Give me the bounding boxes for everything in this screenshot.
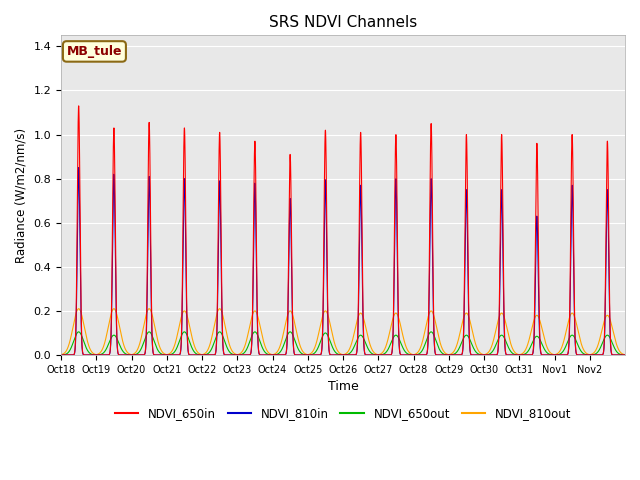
NDVI_810in: [506, 352, 513, 358]
NDVI_810in: [57, 352, 65, 358]
NDVI_650in: [57, 352, 65, 358]
NDVI_810in: [75, 165, 83, 170]
NDVI_810out: [75, 306, 83, 312]
Line: NDVI_650out: NDVI_650out: [61, 332, 625, 355]
Text: MB_tule: MB_tule: [67, 45, 122, 58]
NDVI_810out: [415, 347, 423, 353]
NDVI_650in: [86, 352, 93, 358]
NDVI_810in: [476, 352, 483, 358]
Line: NDVI_810in: NDVI_810in: [61, 168, 625, 355]
NDVI_810out: [476, 349, 483, 355]
NDVI_810out: [86, 345, 93, 350]
Line: NDVI_810out: NDVI_810out: [61, 309, 625, 355]
NDVI_650out: [506, 346, 513, 352]
NDVI_810in: [262, 352, 269, 358]
Legend: NDVI_650in, NDVI_810in, NDVI_650out, NDVI_810out: NDVI_650in, NDVI_810in, NDVI_650out, NDV…: [110, 402, 576, 425]
NDVI_650in: [621, 352, 629, 358]
NDVI_810in: [86, 352, 93, 358]
NDVI_650in: [476, 352, 483, 358]
NDVI_650out: [86, 350, 93, 356]
NDVI_650out: [621, 352, 629, 358]
NDVI_650in: [75, 103, 83, 109]
NDVI_650out: [57, 352, 65, 358]
NDVI_650out: [515, 352, 523, 358]
Title: SRS NDVI Channels: SRS NDVI Channels: [269, 15, 417, 30]
NDVI_810in: [415, 352, 423, 358]
NDVI_810in: [550, 352, 558, 358]
NDVI_650in: [415, 352, 423, 358]
NDVI_650out: [415, 351, 423, 357]
NDVI_650in: [506, 352, 513, 358]
NDVI_650out: [476, 351, 483, 357]
NDVI_810out: [57, 352, 65, 358]
NDVI_650out: [262, 349, 269, 355]
NDVI_650out: [75, 329, 83, 335]
NDVI_810out: [506, 336, 513, 341]
NDVI_650in: [262, 352, 269, 358]
NDVI_810out: [262, 344, 269, 350]
Y-axis label: Radiance (W/m2/nm/s): Radiance (W/m2/nm/s): [15, 128, 28, 263]
NDVI_810in: [621, 352, 629, 358]
NDVI_650in: [391, 193, 399, 199]
NDVI_650out: [391, 333, 399, 338]
X-axis label: Time: Time: [328, 380, 358, 393]
NDVI_810out: [621, 352, 629, 358]
NDVI_810out: [391, 311, 399, 317]
Line: NDVI_650in: NDVI_650in: [61, 106, 625, 355]
NDVI_810in: [391, 225, 399, 231]
